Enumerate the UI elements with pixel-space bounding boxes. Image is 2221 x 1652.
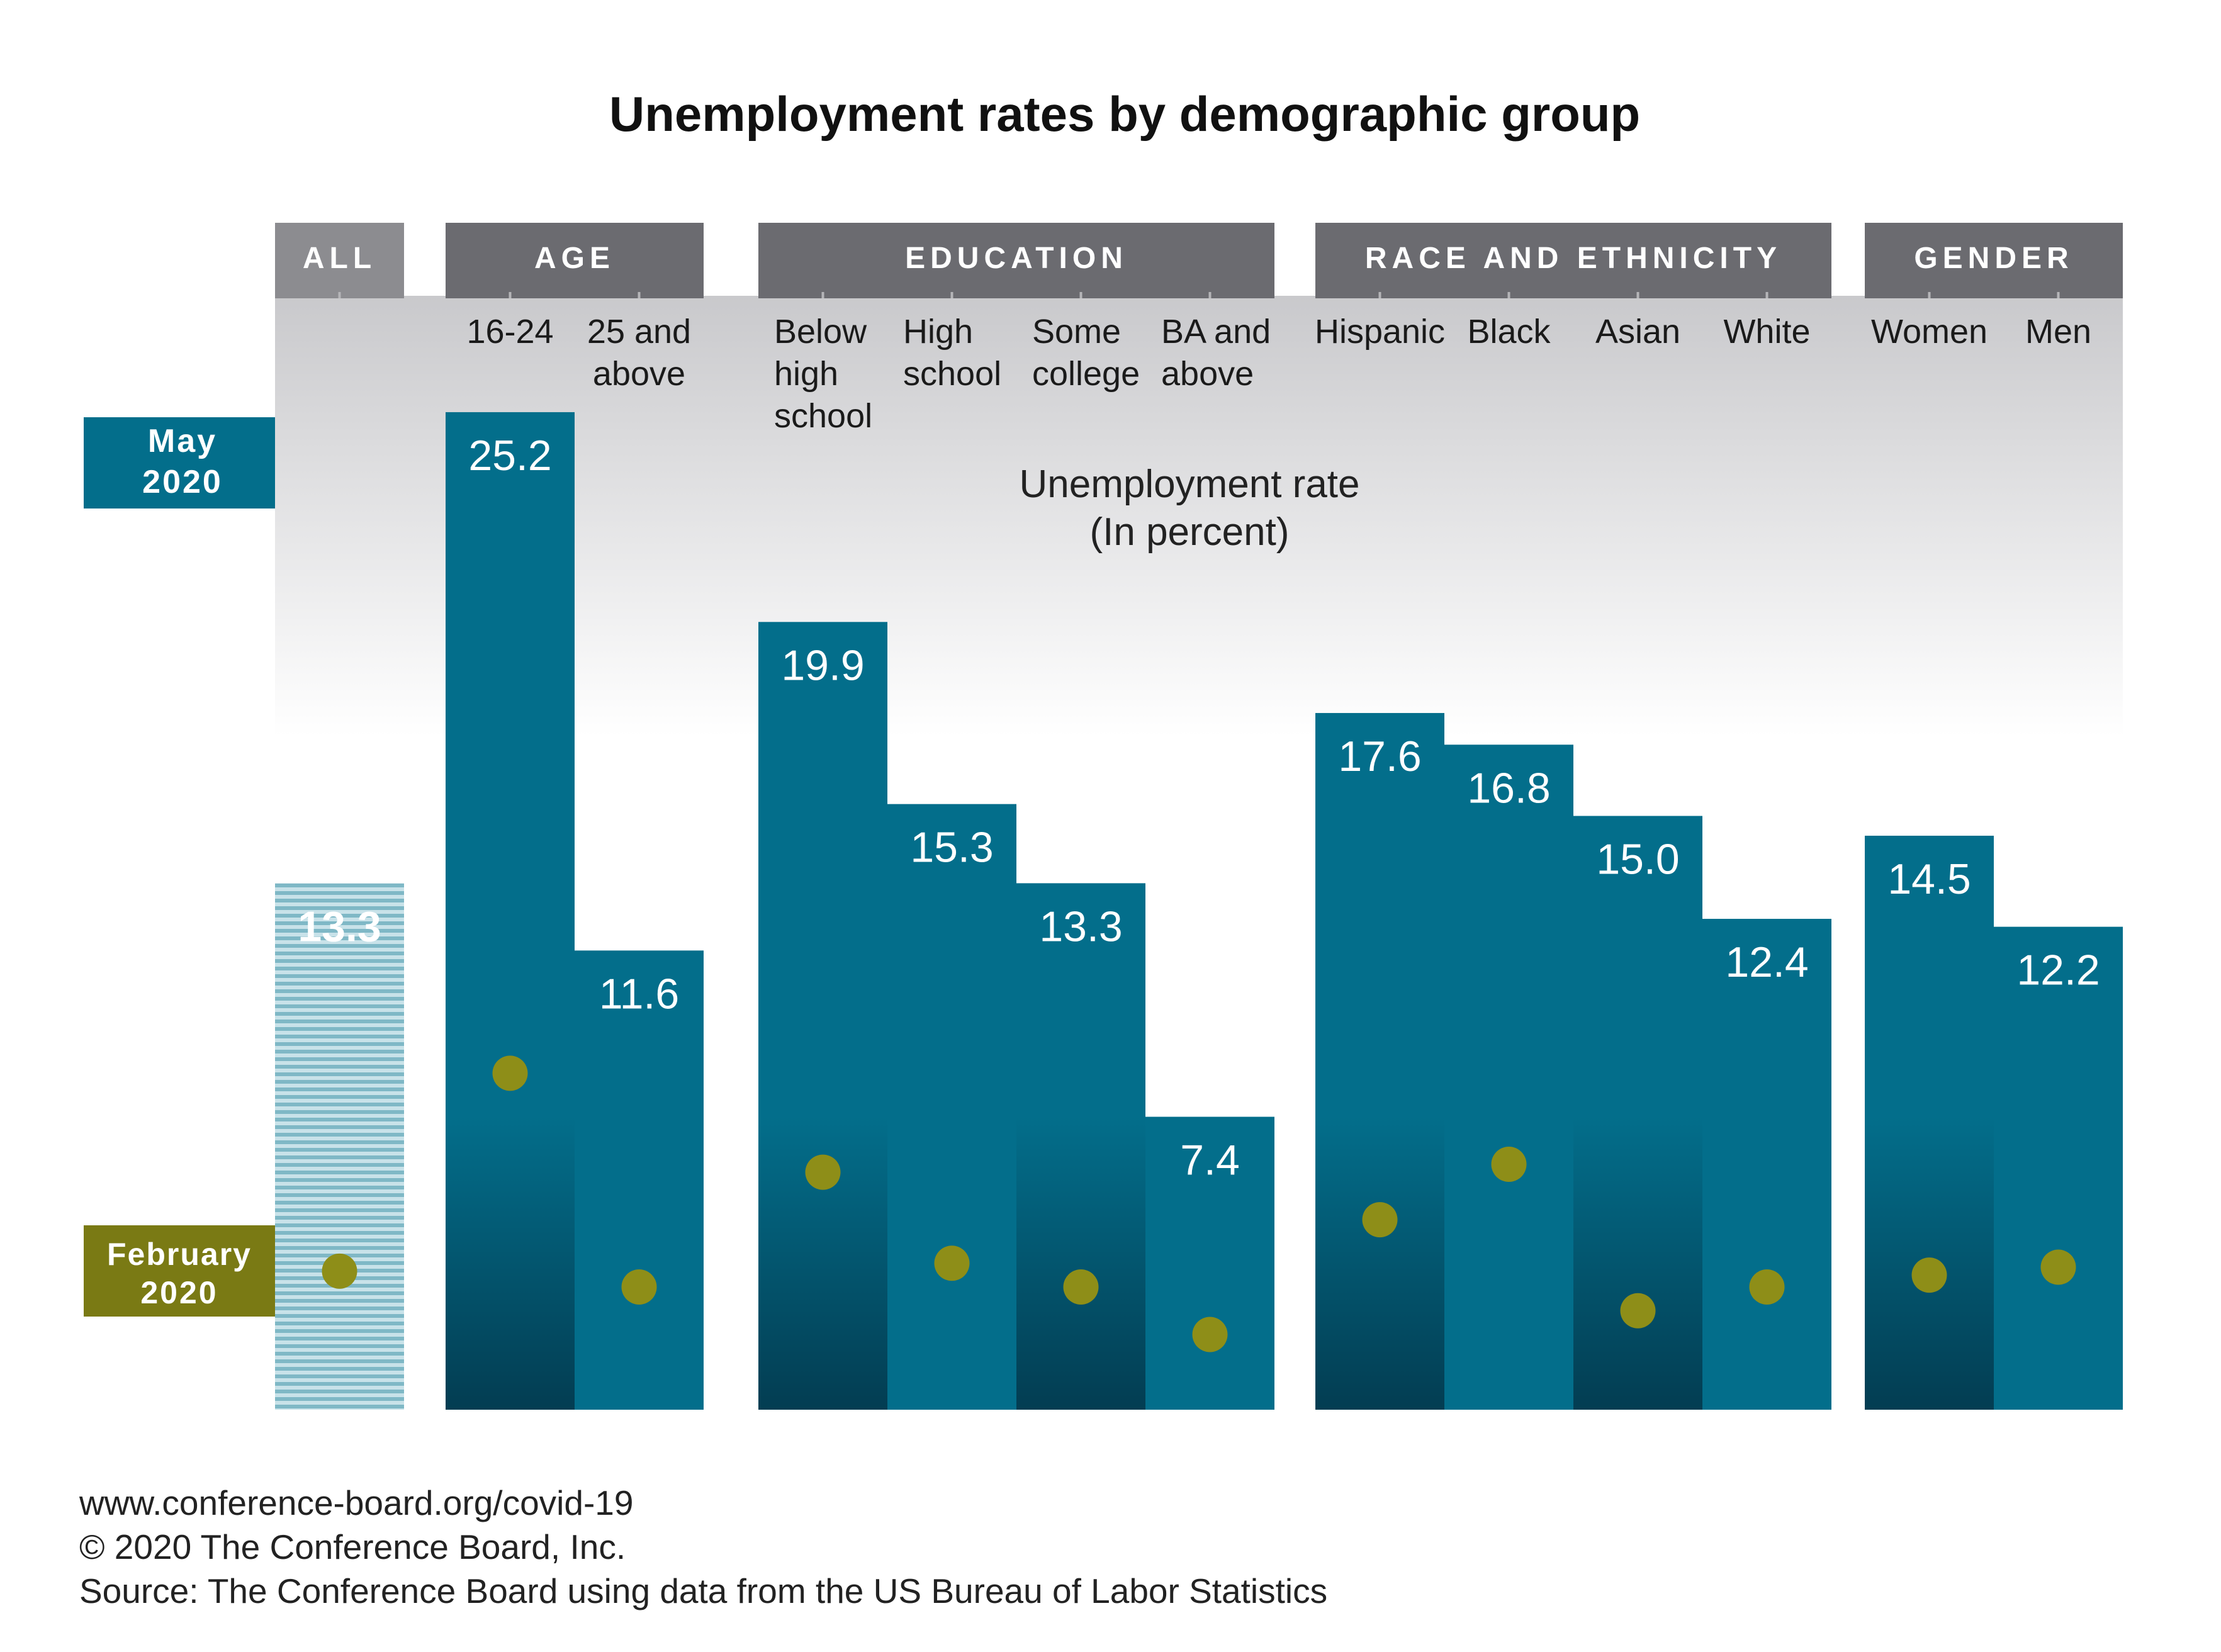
footer-url: www.conference-board.org/covid-19	[79, 1483, 633, 1522]
bar-may-2020	[1444, 745, 1573, 1410]
legend-may-swatch	[84, 417, 275, 509]
group-header-label: GENDER	[1914, 242, 2073, 275]
bar-may-2020	[575, 950, 704, 1410]
chart-title: Unemployment rates by demographic group	[609, 86, 1640, 142]
legend-february-line-1: February	[107, 1237, 252, 1272]
header-background	[275, 296, 2123, 736]
bar-value-label: 13.3	[1039, 902, 1122, 950]
category-label: above	[1161, 355, 1254, 393]
category-label: Black	[1467, 313, 1551, 351]
bar-value-label: 15.3	[910, 824, 993, 872]
category-label: school	[774, 397, 872, 435]
bar-may-2020	[887, 804, 1016, 1410]
dot-february-2020	[621, 1269, 657, 1305]
bar-may-2020	[1145, 1116, 1274, 1410]
category-label: college	[1032, 355, 1140, 393]
dot-february-2020	[1362, 1202, 1398, 1238]
bar-value-label: 14.5	[1887, 855, 1971, 903]
bar-may-2020	[1702, 919, 1831, 1410]
legend-may-line-1: May	[148, 423, 217, 459]
category-label: 16-24	[466, 313, 553, 351]
dot-february-2020	[1620, 1293, 1656, 1329]
category-label: Hispanic	[1315, 313, 1445, 351]
category-tick	[1507, 292, 1510, 298]
category-tick	[821, 292, 824, 298]
bar-value-label: 19.9	[781, 641, 864, 689]
group-header-label: ALL	[303, 242, 376, 275]
dot-february-2020	[1911, 1257, 1947, 1293]
category-tick	[1765, 292, 1768, 298]
bar-value-label: 12.4	[1725, 938, 1808, 986]
dot-february-2020	[2040, 1249, 2076, 1285]
bar-value-label: 12.2	[2016, 947, 2100, 994]
legend-may-line-2: 2020	[142, 464, 223, 500]
bar-value-label: 13.3	[298, 902, 381, 950]
plot-area: ALL 13.3 AGE 16-24 25.2 25 and above 11.6 EDUCAT…	[275, 223, 2123, 1410]
category-tick	[509, 292, 512, 298]
bar-may-2020	[446, 412, 575, 1410]
category-label: Men	[2025, 313, 2091, 351]
bar-value-label: 7.4	[1180, 1137, 1240, 1184]
group-header-race-and-ethnicity	[1315, 223, 1831, 298]
dot-february-2020	[1063, 1269, 1099, 1305]
bar-value-label: 11.6	[599, 970, 679, 1018]
category-label: above	[593, 355, 685, 393]
category-tick	[1928, 292, 1931, 298]
bar-value-label: 15.0	[1596, 836, 1679, 884]
category-label: Some	[1032, 313, 1121, 351]
bar-value-label: 16.8	[1467, 764, 1550, 812]
bar-may-2020	[1315, 712, 1444, 1410]
dot-february-2020	[492, 1055, 528, 1091]
y-axis-title-line-2: (In percent)	[1089, 510, 1289, 554]
footer-copyright: © 2020 The Conference Board, Inc.	[79, 1527, 626, 1566]
bar-may-2020	[275, 883, 404, 1410]
bar-may-2020	[1016, 883, 1145, 1410]
category-tick	[1079, 292, 1082, 298]
dot-february-2020	[1192, 1317, 1228, 1352]
dot-february-2020	[1491, 1147, 1527, 1183]
bar-value-label: 17.6	[1338, 733, 1421, 780]
category-label: Asian	[1595, 313, 1680, 351]
category-label: high	[774, 355, 838, 393]
footer-source: Source: The Conference Board using data …	[79, 1571, 1327, 1610]
category-label: school	[903, 355, 1001, 393]
dot-february-2020	[934, 1245, 970, 1281]
group-header-education	[758, 223, 1274, 298]
dot-february-2020	[1749, 1269, 1785, 1305]
group-header-label: AGE	[534, 242, 615, 275]
group-header-label: RACE AND ETHNICITY	[1365, 242, 1782, 275]
category-label: White	[1723, 313, 1810, 351]
category-tick	[950, 292, 953, 298]
category-tick	[338, 292, 341, 298]
legend-february-swatch	[84, 1225, 275, 1317]
category-label: BA and	[1161, 313, 1271, 351]
group-header-age	[446, 223, 704, 298]
group-header-all	[275, 223, 404, 298]
dot-february-2020	[805, 1154, 841, 1190]
category-tick	[1378, 292, 1381, 298]
legend-february-line-2: 2020	[140, 1275, 218, 1310]
category-label: Below	[774, 313, 867, 351]
bar-may-2020	[1994, 926, 2123, 1410]
category-tick	[2057, 292, 2060, 298]
category-label: High	[903, 313, 973, 351]
category-tick	[1636, 292, 1639, 298]
bar-may-2020	[758, 622, 887, 1410]
category-label: Women	[1871, 313, 1988, 351]
bar-value-label: 25.2	[468, 432, 551, 480]
category-tick	[1208, 292, 1212, 298]
dot-february-2020	[322, 1253, 357, 1289]
group-header-gender	[1865, 223, 2123, 298]
category-tick	[638, 292, 641, 298]
y-axis-title-line-1: Unemployment rate	[1019, 463, 1359, 506]
bar-may-2020	[1865, 835, 1994, 1410]
category-label: 25 and	[587, 313, 691, 351]
group-header-label: EDUCATION	[905, 242, 1128, 275]
